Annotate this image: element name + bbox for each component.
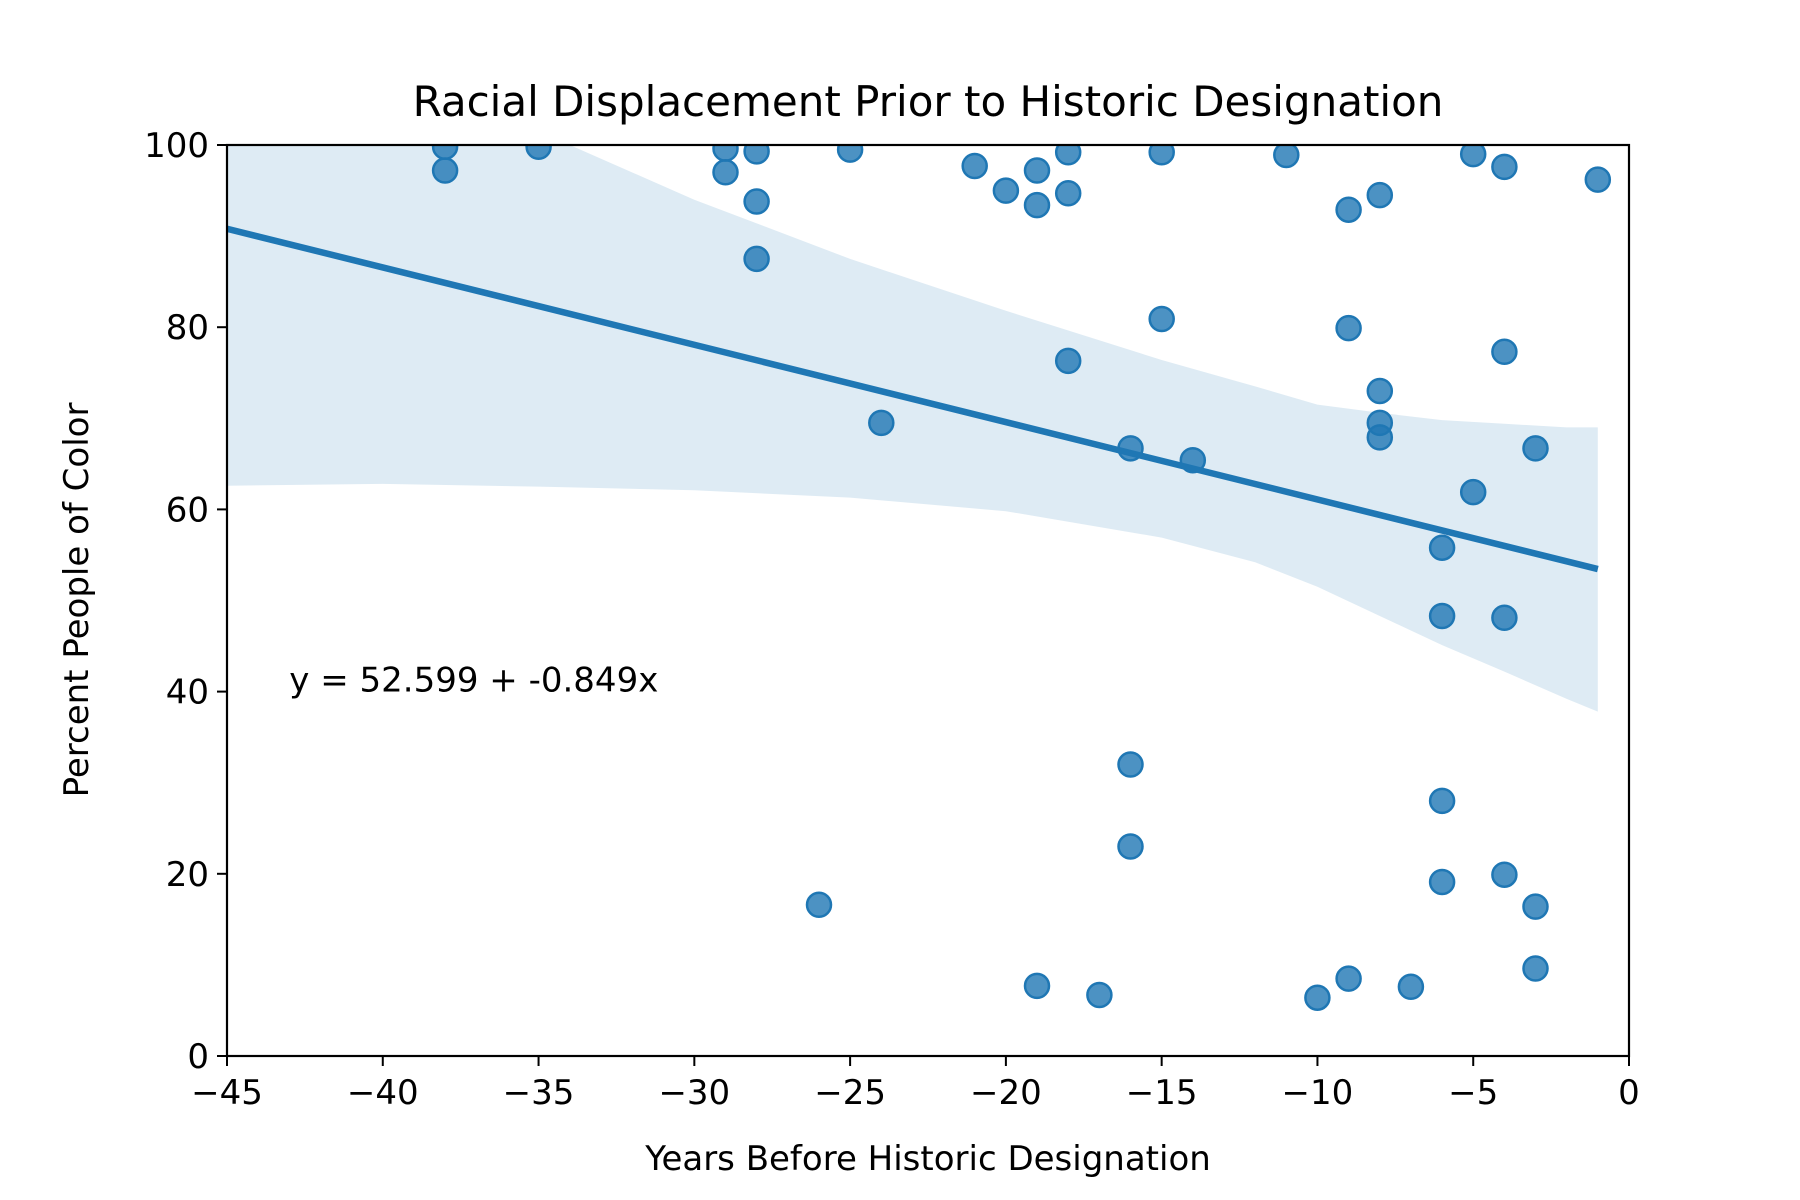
- x-tick-label: −10: [1282, 1073, 1354, 1113]
- data-point: [868, 409, 895, 437]
- data-point: [1491, 604, 1518, 632]
- x-tick-label: −35: [503, 1073, 575, 1113]
- data-point: [961, 152, 988, 180]
- data-point: [1522, 955, 1549, 982]
- data-point: [1117, 833, 1144, 860]
- data-point: [712, 159, 739, 186]
- data-point: [1491, 861, 1518, 888]
- plot-area: [227, 145, 1612, 1011]
- data-point: [431, 145, 459, 161]
- regression-line: [227, 225, 1599, 573]
- confidence-band: [227, 145, 1598, 712]
- data-point: [1491, 338, 1518, 366]
- x-tick-label: −20: [970, 1073, 1042, 1113]
- data-point: [1054, 347, 1082, 375]
- y-tick-label: 100: [144, 126, 209, 166]
- data-point: [1054, 145, 1082, 166]
- y-tick-label: 80: [166, 308, 209, 348]
- chart-title: Racial Displacement Prior to Historic De…: [413, 77, 1444, 126]
- data-point: [1335, 196, 1362, 223]
- data-point: [805, 891, 833, 919]
- y-axis-label: Percent People of Color: [57, 403, 97, 798]
- data-point: [1023, 191, 1051, 219]
- data-point: [1366, 377, 1394, 405]
- y-tick-label: 60: [166, 490, 209, 530]
- data-point: [1054, 180, 1082, 207]
- data-point: [525, 145, 552, 161]
- data-point: [1428, 868, 1456, 896]
- axis-ticks: −45 −40 −35 −30 −25 −20 −15 −10 −5 0 0 20 40 60 80 100: [144, 126, 1640, 1113]
- data-point: [1335, 965, 1362, 992]
- data-point: [743, 245, 770, 273]
- data-point: [1273, 145, 1300, 169]
- data-point: [1335, 314, 1362, 342]
- data-point: [1584, 166, 1612, 193]
- x-tick-label: −45: [191, 1073, 263, 1113]
- data-point: [1459, 145, 1487, 168]
- y-tick-label: 0: [187, 1037, 209, 1077]
- data-point: [1522, 893, 1549, 920]
- regression-equation-annotation: y = 52.599 + -0.849x: [289, 661, 658, 701]
- data-point: [1086, 981, 1113, 1009]
- x-tick-label: 0: [1618, 1073, 1640, 1113]
- y-tick-label: 20: [166, 855, 209, 895]
- data-point: [431, 157, 459, 184]
- data-point: [1023, 157, 1051, 184]
- data-point: [1459, 478, 1487, 506]
- x-tick-label: −40: [347, 1073, 419, 1113]
- data-point: [1428, 602, 1456, 630]
- data-point: [836, 145, 864, 163]
- data-point: [1148, 305, 1175, 333]
- x-tick-label: −15: [1126, 1073, 1198, 1113]
- data-point: [1023, 972, 1051, 1000]
- data-point: [1304, 984, 1331, 1011]
- x-tick-label: −30: [658, 1073, 730, 1113]
- x-tick-label: −25: [814, 1073, 886, 1113]
- data-point: [1428, 787, 1456, 815]
- data-point: [743, 145, 770, 165]
- data-point: [712, 145, 739, 162]
- y-tick-label: 40: [166, 673, 209, 713]
- data-point: [1366, 181, 1394, 209]
- data-point: [992, 177, 1020, 204]
- data-point: [1428, 534, 1456, 561]
- plot-frame: [225, 143, 1631, 1058]
- data-point: [1522, 435, 1549, 462]
- data-point: [1491, 153, 1518, 181]
- data-point: [743, 188, 770, 215]
- data-point: [1148, 145, 1175, 166]
- x-tick-label: −5: [1448, 1073, 1498, 1113]
- data-point: [1397, 973, 1425, 1001]
- data-point: [1117, 751, 1144, 778]
- data-point: [1366, 424, 1394, 451]
- x-axis-label: Years Before Historic Designation: [644, 1139, 1211, 1179]
